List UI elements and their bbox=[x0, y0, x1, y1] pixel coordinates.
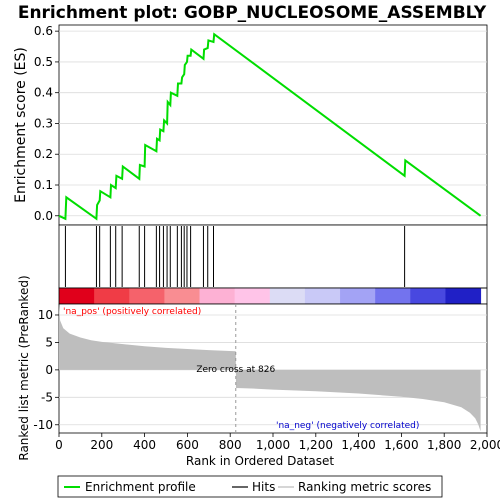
metric-x-tick-label: 1,000 bbox=[256, 438, 290, 452]
es-y-tick-label: 0.5 bbox=[34, 55, 53, 69]
colorbar-segment bbox=[375, 288, 411, 304]
es-y-axis-label: Enrichment score (ES) bbox=[13, 47, 29, 203]
enrichment-profile-line bbox=[58, 32, 482, 221]
es-gridlines bbox=[59, 30, 487, 217]
metric-x-tick-label: 1,400 bbox=[341, 438, 375, 452]
metric-y-tick-label: -10 bbox=[33, 418, 53, 432]
metric-y-tick-label: 0 bbox=[45, 363, 53, 377]
positive-correlation-label: 'na_pos' (positively correlated) bbox=[63, 307, 201, 317]
metric-x-tick-label: 800 bbox=[219, 438, 242, 452]
es-y-tick-label: 0.2 bbox=[34, 147, 53, 161]
hit-markers bbox=[64, 226, 406, 287]
negative-correlation-label: 'na_neg' (negatively correlated) bbox=[276, 421, 419, 431]
colorbar-segment bbox=[234, 288, 271, 304]
metric-x-axis-label: Rank in Ordered Dataset bbox=[186, 454, 334, 468]
colorbar-segment bbox=[59, 288, 95, 304]
colorbar-segment bbox=[199, 288, 236, 304]
colorbar-segment bbox=[94, 288, 130, 304]
legend-enrichment-label: Enrichment profile bbox=[85, 480, 196, 494]
metric-x-tick-label: 200 bbox=[90, 438, 113, 452]
zero-cross-label: Zero cross at 826 bbox=[196, 365, 275, 375]
metric-x-tick-label: 0 bbox=[55, 438, 63, 452]
metric-x-tick-label: 1,200 bbox=[299, 438, 333, 452]
metric-x-tick-label: 600 bbox=[176, 438, 199, 452]
metric-y-axis-label: Ranked list metric (PreRanked) bbox=[17, 275, 31, 460]
metric-x-tick-label: 2,000 bbox=[470, 438, 500, 452]
es-panel-frame bbox=[58, 24, 488, 226]
metric-y-tick-label: -5 bbox=[41, 390, 53, 404]
colorbar-segment bbox=[410, 288, 446, 304]
metric-y-tick-label: 10 bbox=[38, 308, 53, 322]
metric-x-tick-label: 400 bbox=[133, 438, 156, 452]
colorbar-segment bbox=[129, 288, 165, 304]
metric-y-axis-ticks: 10 5 0 -5 -10 bbox=[33, 308, 59, 432]
legend-hits-label: Hits bbox=[252, 480, 275, 494]
es-y-tick-label: 0.0 bbox=[34, 209, 53, 223]
ranking-metric-area bbox=[59, 305, 481, 432]
metric-x-tick-label: 1,800 bbox=[427, 438, 461, 452]
es-y-tick-label: 0.1 bbox=[34, 178, 53, 192]
legend-metric-label: Ranking metric scores bbox=[298, 480, 431, 494]
es-y-axis-ticks: 0.0 0.1 0.2 0.3 0.4 0.5 0.6 bbox=[34, 24, 59, 223]
es-y-tick-label: 0.3 bbox=[34, 116, 53, 130]
colorbar-segment bbox=[340, 288, 376, 304]
colorbar-segment bbox=[164, 288, 201, 304]
ranking-color-bar bbox=[59, 288, 482, 304]
metric-x-tick-label: 1,600 bbox=[384, 438, 418, 452]
colorbar-segment bbox=[269, 288, 306, 304]
colorbar-segment bbox=[445, 288, 482, 304]
metric-y-tick-label: 5 bbox=[45, 335, 53, 349]
es-y-tick-label: 0.6 bbox=[34, 24, 53, 38]
metric-x-axis-ticks: 0 200 400 600 800 1,000 1,200 1,400 1,600 1,800 2,… bbox=[55, 433, 500, 452]
colorbar-segment bbox=[304, 288, 341, 304]
hits-panel-frame bbox=[58, 224, 488, 289]
legend-frame bbox=[57, 475, 443, 498]
chart-title: Enrichment plot: GOBP_NUCLEOSOME_ASSEMBL… bbox=[18, 3, 487, 23]
es-y-tick-label: 0.4 bbox=[34, 86, 53, 100]
